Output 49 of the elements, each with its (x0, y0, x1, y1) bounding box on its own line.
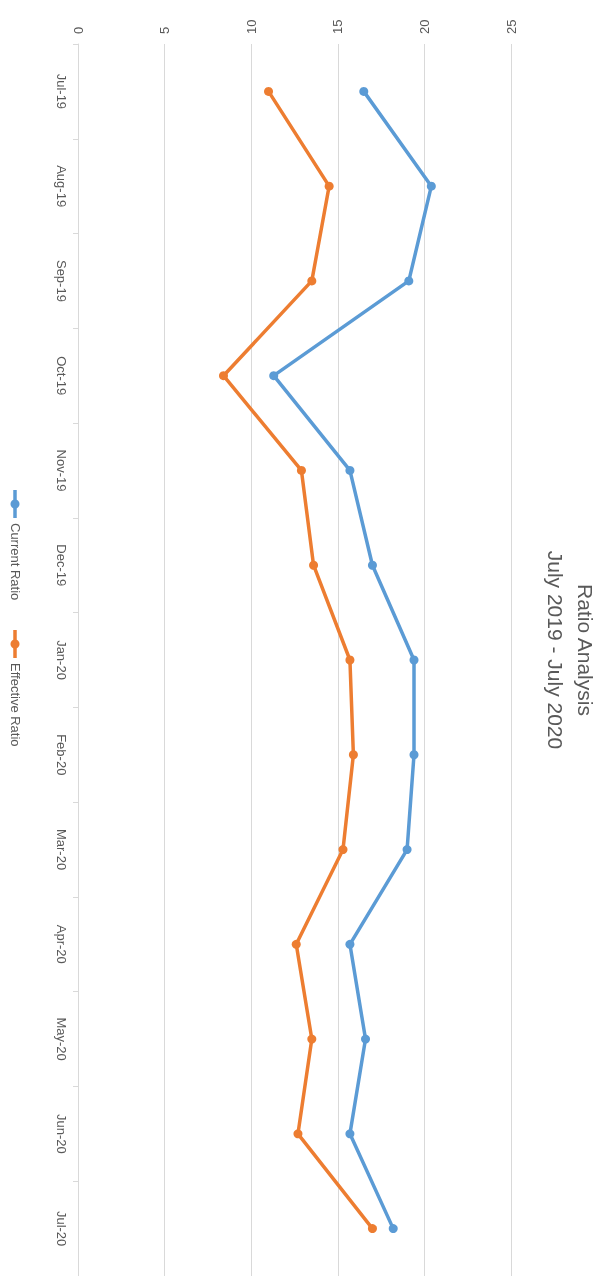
point (264, 86, 274, 96)
point (345, 939, 355, 949)
y-tick-label: Feb-20 (54, 734, 69, 776)
legend-label: Effective Ratio (7, 663, 23, 747)
y-tick-label: Jul-20 (54, 1210, 69, 1247)
point (402, 845, 412, 855)
point (426, 181, 436, 191)
y-tick-label: Nov-19 (54, 449, 69, 492)
point (293, 1129, 303, 1139)
point (338, 845, 348, 855)
point (296, 465, 306, 475)
point (367, 560, 377, 570)
x-tick-label: 10 (243, 19, 259, 34)
point (291, 939, 301, 949)
y-tick-label: Oct-19 (54, 356, 69, 396)
y-tick-label: Aug-19 (54, 165, 69, 208)
point (345, 1129, 355, 1139)
x-tick-label: 5 (157, 26, 173, 34)
y-tick-label: Jun-20 (54, 1113, 69, 1154)
point (219, 371, 228, 381)
point (409, 655, 419, 665)
point (359, 86, 369, 96)
point (324, 181, 334, 191)
point (309, 560, 319, 570)
point (345, 655, 355, 665)
text: Ratio Analysis (573, 584, 597, 716)
y-tick-label: Apr-20 (54, 924, 69, 964)
point (409, 750, 419, 760)
x-tick-label: 25 (503, 19, 519, 34)
text: July 2019 - July 2020 (543, 550, 567, 750)
point (307, 276, 317, 286)
x-tick-label: 0 (70, 26, 86, 34)
point (367, 1224, 377, 1234)
point (345, 465, 355, 475)
x-tick-label: 15 (330, 19, 346, 34)
point (388, 1224, 398, 1234)
point (269, 371, 279, 381)
y-tick-label: Sep-19 (54, 259, 69, 302)
y-tick-label: May-20 (54, 1017, 69, 1061)
y-tick-label: Jan-20 (54, 640, 69, 680)
point (348, 750, 358, 760)
y-tick-label: Dec-19 (54, 544, 69, 587)
point (307, 1034, 317, 1044)
y-tick-label: Mar-20 (54, 828, 69, 871)
x-tick-label: 20 (416, 19, 432, 34)
y-tick-label: Jul-19 (54, 73, 69, 110)
point (361, 1034, 371, 1044)
point (404, 276, 414, 286)
legend-label: Current Ratio (7, 523, 23, 601)
